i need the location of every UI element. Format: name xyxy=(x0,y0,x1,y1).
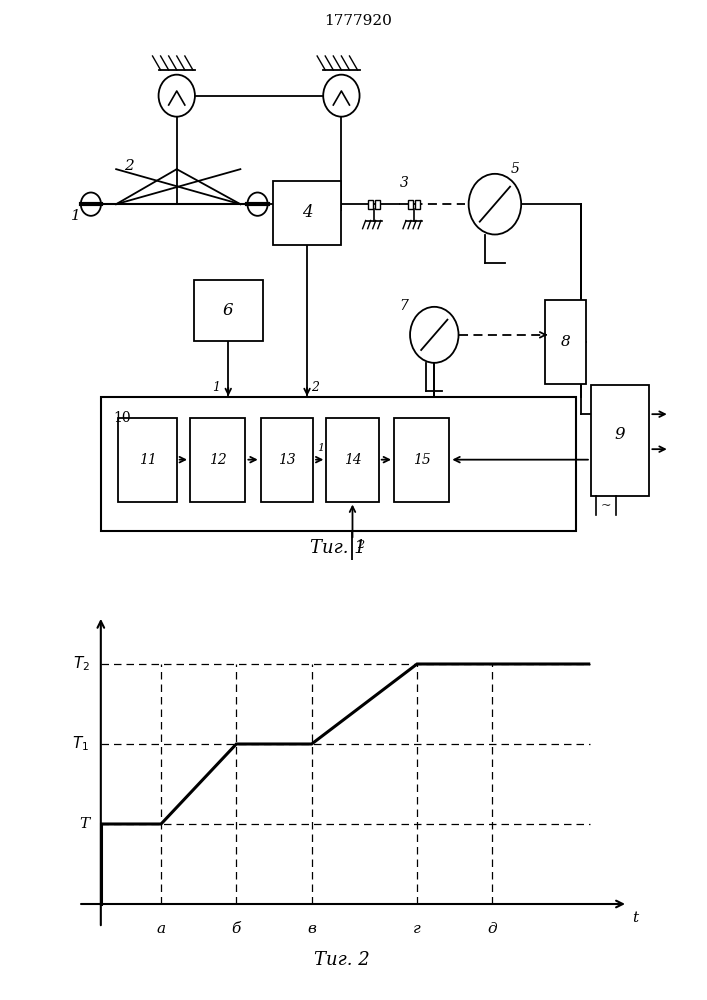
Bar xyxy=(273,181,341,245)
Text: 4: 4 xyxy=(302,204,312,221)
Text: Τиг. 1: Τиг. 1 xyxy=(310,539,366,557)
Text: 3: 3 xyxy=(399,176,409,190)
Text: $T_1$: $T_1$ xyxy=(73,735,90,753)
Text: 2: 2 xyxy=(311,381,319,394)
Text: 9: 9 xyxy=(615,426,626,443)
Text: в: в xyxy=(308,922,316,936)
Circle shape xyxy=(469,174,521,235)
Text: T: T xyxy=(79,817,90,831)
Text: 10: 10 xyxy=(113,411,131,425)
Text: 14: 14 xyxy=(344,453,361,467)
Bar xyxy=(415,200,420,209)
Bar xyxy=(190,418,245,502)
Text: г: г xyxy=(413,922,421,936)
Circle shape xyxy=(158,75,195,117)
Text: 1: 1 xyxy=(317,443,325,453)
Bar xyxy=(545,300,586,384)
Circle shape xyxy=(410,307,459,363)
Text: 2: 2 xyxy=(124,159,134,173)
Bar xyxy=(101,397,575,531)
Text: 15: 15 xyxy=(413,453,431,467)
Text: 5: 5 xyxy=(510,162,520,176)
Bar xyxy=(408,200,413,209)
Bar xyxy=(591,385,650,496)
Text: 11: 11 xyxy=(139,453,156,467)
Text: 2: 2 xyxy=(357,540,364,550)
Text: 1: 1 xyxy=(212,381,220,394)
Bar xyxy=(194,280,262,341)
Text: Τиг. 2: Τиг. 2 xyxy=(314,951,370,969)
Text: а: а xyxy=(156,922,165,936)
Text: д: д xyxy=(488,922,497,936)
Bar xyxy=(326,418,379,502)
Text: 7: 7 xyxy=(399,299,409,313)
Text: 1: 1 xyxy=(71,209,81,223)
Text: ~: ~ xyxy=(601,499,612,512)
Bar xyxy=(368,200,373,209)
Text: 1777920: 1777920 xyxy=(325,14,392,28)
Circle shape xyxy=(247,193,268,216)
Text: 12: 12 xyxy=(209,453,226,467)
Text: 8: 8 xyxy=(561,335,571,349)
Bar xyxy=(118,418,177,502)
Text: б: б xyxy=(232,922,241,936)
Text: t: t xyxy=(632,911,638,925)
Bar xyxy=(375,200,380,209)
Circle shape xyxy=(323,75,360,117)
Text: 13: 13 xyxy=(278,453,296,467)
Bar xyxy=(261,418,313,502)
Text: $T_2$: $T_2$ xyxy=(73,655,90,673)
Bar xyxy=(394,418,450,502)
Circle shape xyxy=(81,193,101,216)
Text: 6: 6 xyxy=(223,302,233,319)
